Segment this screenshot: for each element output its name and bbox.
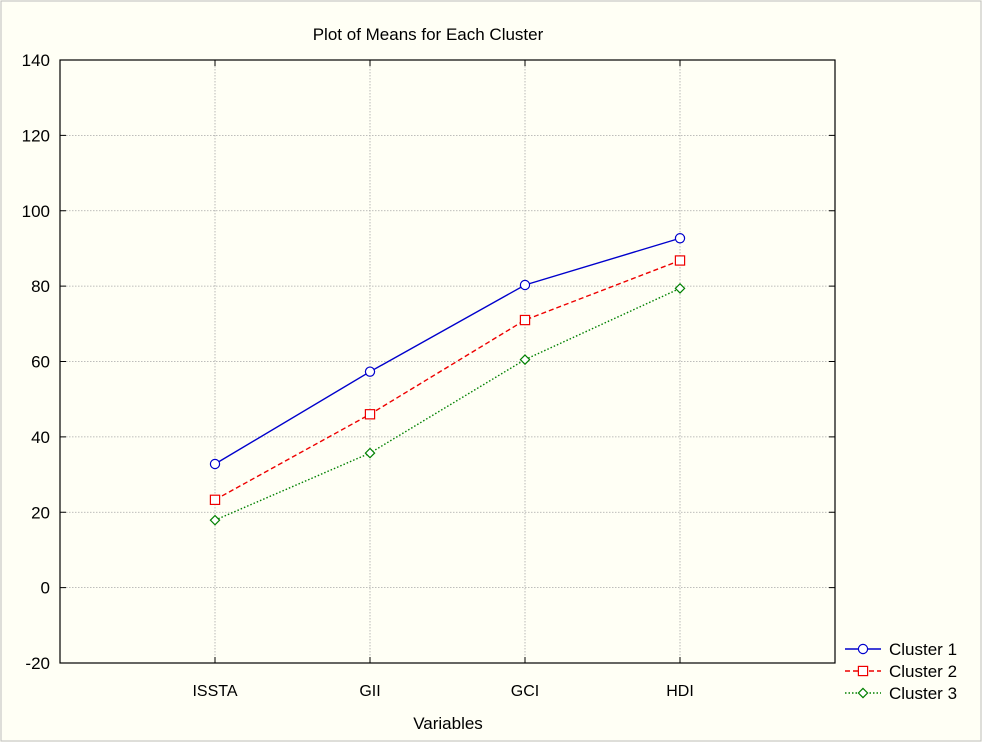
y-tick-label: 40: [31, 428, 50, 447]
data-point: [519, 314, 531, 326]
x-tick-label: GCI: [511, 683, 539, 700]
series-2: [209, 255, 686, 506]
data-point: [364, 447, 376, 459]
y-tick-label: 100: [22, 202, 50, 221]
y-tick-label: 120: [22, 126, 50, 145]
data-point: [674, 255, 686, 266]
data-point: [674, 233, 686, 244]
data-point: [209, 494, 221, 506]
legend-marker: [857, 687, 869, 699]
legend-marker: [857, 665, 869, 677]
x-tick-labels: ISSTA GII GCI HDI: [192, 683, 693, 700]
data-point: [209, 458, 221, 470]
y-tick-label: 60: [31, 353, 50, 372]
data-point: [209, 514, 221, 526]
legend-item: Cluster 1: [845, 640, 957, 659]
legend-item: Cluster 3: [845, 684, 957, 703]
data-point: [364, 409, 376, 420]
x-tick-label: HDI: [666, 683, 694, 700]
y-tick-label: 80: [31, 277, 50, 296]
legend-label: Cluster 2: [889, 662, 957, 681]
y-tick-labels: -20 0 20 40 60 80 100 120 140: [22, 51, 50, 673]
x-tick-label: ISSTA: [192, 683, 237, 700]
y-tick-label: -20: [25, 654, 50, 673]
legend: Cluster 1 Cluster 2 Cluster 3: [845, 640, 957, 703]
data-point: [674, 282, 686, 294]
x-tick-label: GII: [359, 683, 380, 700]
tick-marks: [60, 59, 835, 664]
y-tick-label: 140: [22, 51, 50, 70]
data-point: [519, 354, 531, 366]
y-tick-label: 20: [31, 503, 50, 522]
legend-label: Cluster 3: [889, 684, 957, 703]
chart-title: Plot of Means for Each Cluster: [313, 25, 544, 44]
series-line: [214, 287, 681, 521]
series-1: [209, 233, 686, 470]
legend-item: Cluster 2: [845, 662, 957, 681]
y-tick-label: 0: [41, 579, 50, 598]
data-point: [519, 279, 531, 291]
x-axis-title: Variables: [413, 714, 483, 733]
series-line: [214, 237, 681, 465]
series-line: [214, 259, 681, 501]
legend-label: Cluster 1: [889, 640, 957, 659]
series-3: [209, 282, 686, 526]
legend-marker: [857, 643, 869, 655]
data-point: [364, 366, 376, 377]
series-lines: [209, 233, 686, 526]
